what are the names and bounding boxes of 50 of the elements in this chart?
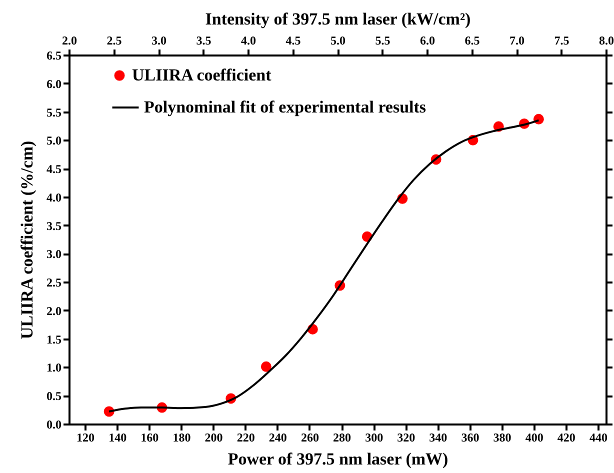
- y-tick-label: 5.0: [46, 134, 62, 148]
- x2-tick-label: 5.0: [330, 34, 346, 48]
- x-tick-label: 200: [204, 430, 223, 444]
- point: [260, 361, 272, 372]
- legend-label: Polynominal fit of experimental results: [144, 98, 426, 116]
- y-tick-label: 6.5: [46, 48, 62, 62]
- x-tick-label: 280: [333, 430, 352, 444]
- x-tick-label: 260: [300, 430, 319, 444]
- x2-tick-label: 7.0: [510, 34, 524, 48]
- x-tick-label: 320: [397, 430, 416, 444]
- x-tick-label: 340: [429, 430, 448, 444]
- y-tick-label: 2.5: [46, 276, 62, 290]
- x2-tick-label: 6.0: [420, 34, 435, 48]
- x-tick-label: 420: [557, 430, 576, 444]
- x2-tick-label: 5.5: [375, 34, 390, 48]
- x2-tick-label: 6.5: [464, 34, 480, 48]
- x-tick-label: 440: [589, 430, 608, 444]
- y-axis-title: ULIIRA coefficient (%/cm): [18, 140, 36, 340]
- y-tick-label: 1.0: [46, 360, 62, 375]
- x2-tick-label: 2.5: [106, 34, 122, 48]
- x-tick-label: 300: [365, 430, 384, 444]
- y-tick-label: 3.0: [46, 247, 62, 262]
- y-tick-label: 4.5: [46, 162, 62, 176]
- y-tick-label: 6.0: [46, 76, 62, 91]
- y-tick-label: 0.0: [46, 418, 62, 432]
- x-tick-label: 240: [268, 430, 287, 444]
- legend-label: ULIIRA coefficient: [132, 66, 272, 84]
- x-axis-title: Power of 397.5 nm laser (mW): [228, 450, 448, 468]
- x2-tick-label: 3.5: [196, 34, 212, 48]
- x-tick-label: 120: [76, 430, 95, 444]
- x2-tick-label: 2.0: [62, 34, 77, 48]
- x-tick-label: 400: [525, 430, 544, 444]
- x-tick-label: 140: [108, 430, 127, 444]
- y-tick-label: 4.0: [46, 190, 62, 204]
- x2-tick-label: 4.0: [241, 34, 256, 48]
- x2-tick-label: 3.0: [152, 34, 166, 48]
- y-tick-label: 5.5: [46, 105, 62, 120]
- x-tick-label: 380: [493, 430, 512, 444]
- y-tick-label: 2.0: [46, 304, 62, 318]
- x-tick-label: 180: [172, 430, 191, 444]
- x-tick-label: 360: [461, 430, 480, 444]
- x-tick-label: 220: [236, 430, 255, 444]
- x2-tick-label: 7.5: [554, 34, 570, 48]
- x-tick-label: 160: [140, 430, 159, 444]
- y-tick-label: 3.5: [46, 218, 62, 233]
- y-tick-label: 1.5: [46, 332, 62, 346]
- y-tick-label: 0.5: [46, 389, 62, 404]
- x2-axis-title: Intensity of 397.5 nm laser (kW/cm²): [205, 10, 471, 28]
- x2-tick-label: 8.0: [599, 34, 614, 48]
- x2-tick-label: 4.5: [286, 34, 301, 48]
